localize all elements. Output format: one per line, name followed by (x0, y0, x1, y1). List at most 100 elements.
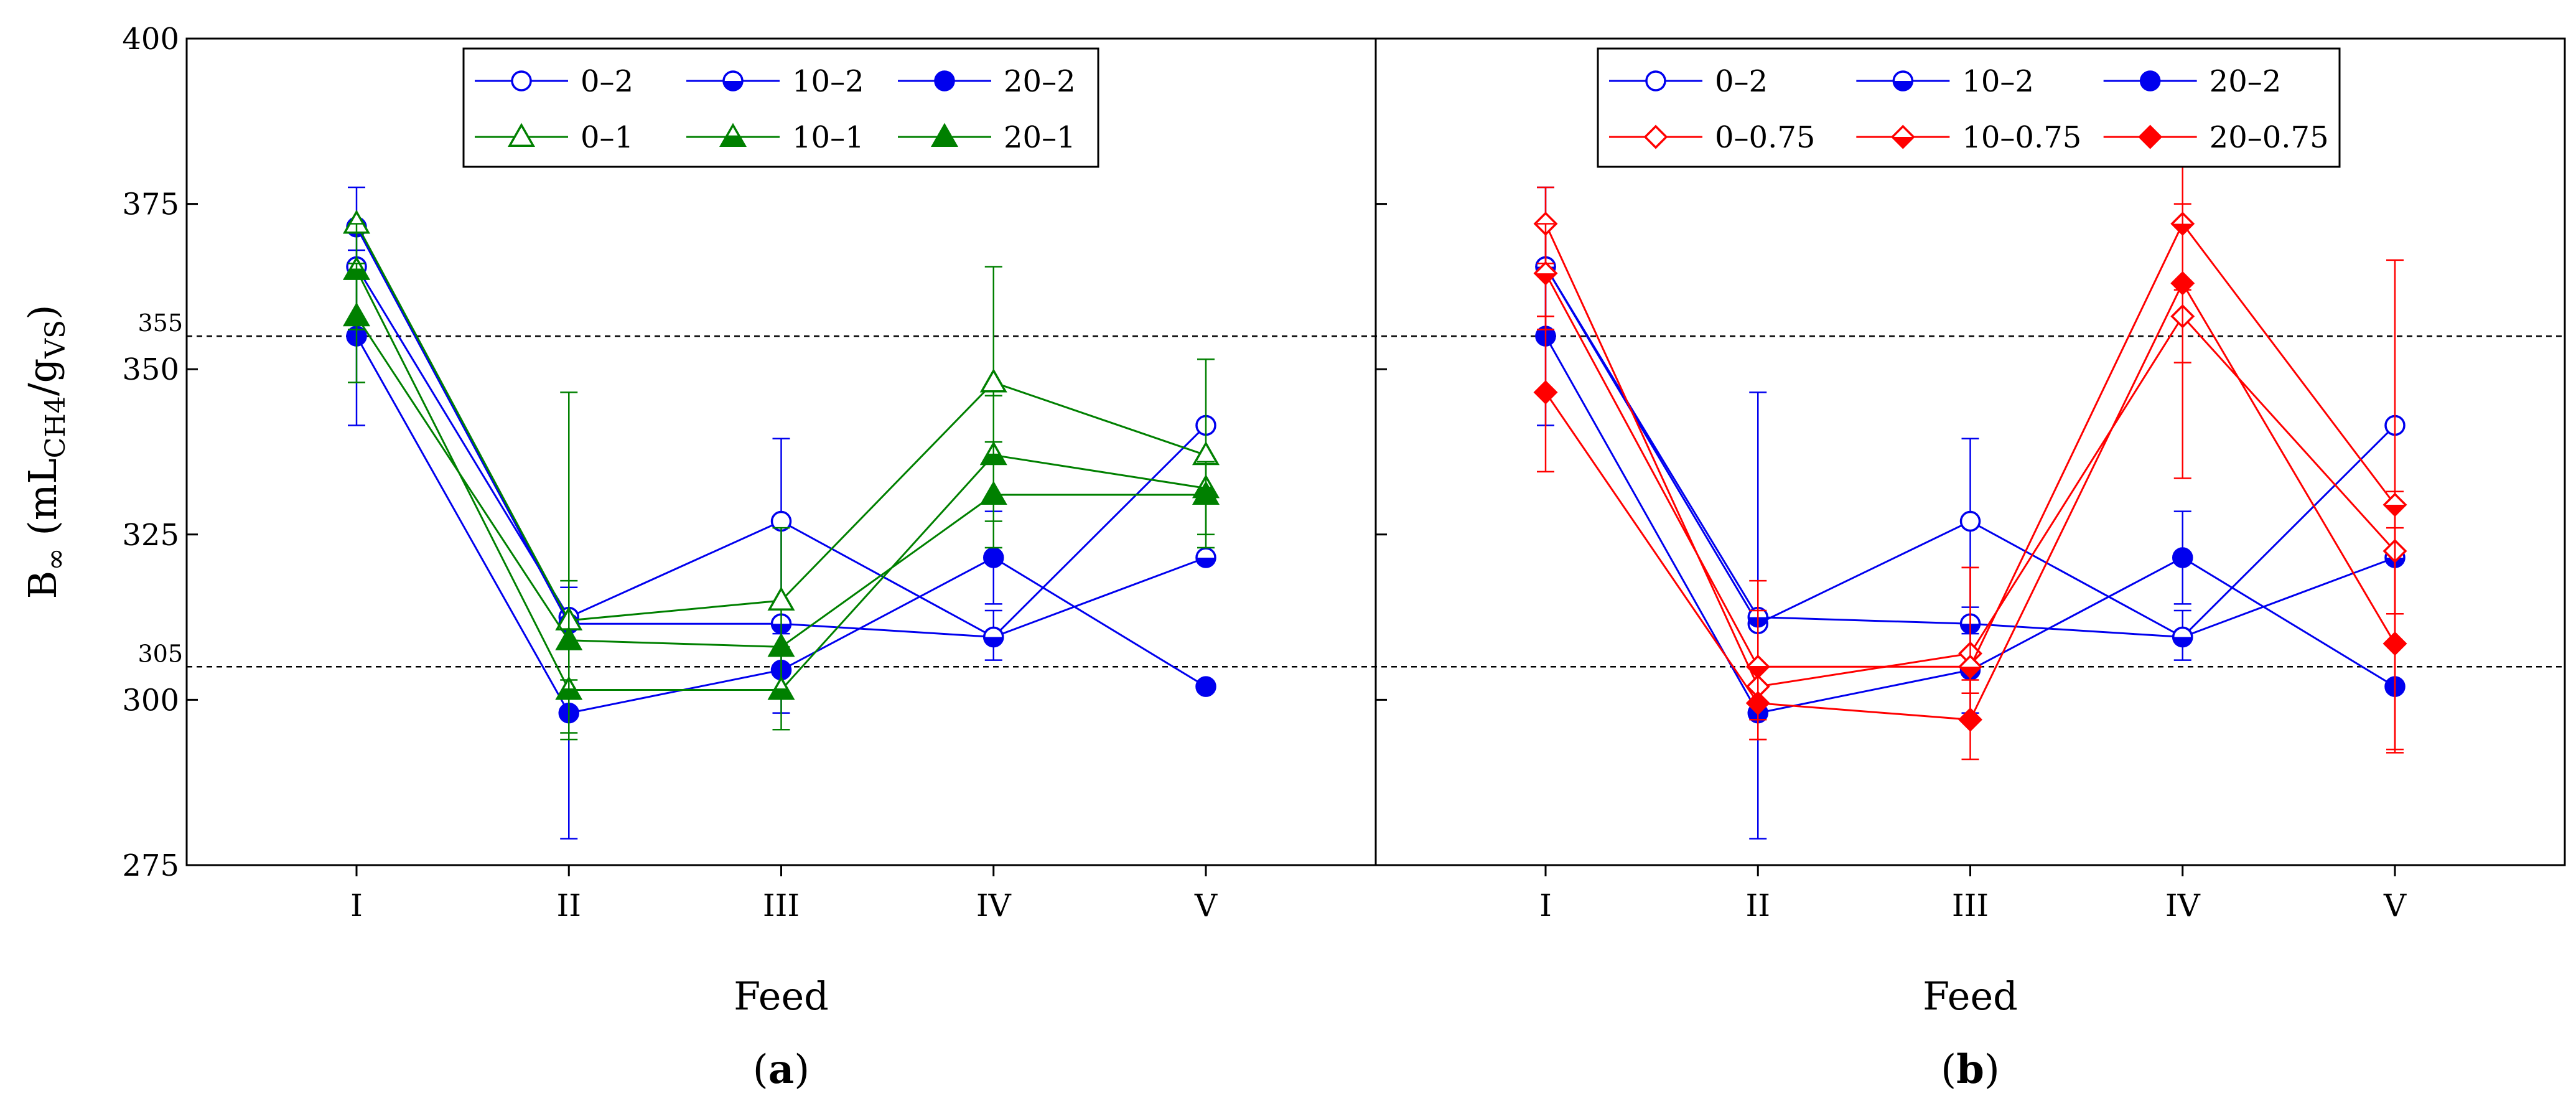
legend-item: 10–2 (686, 64, 864, 99)
marker-triangle-filled (1192, 480, 1220, 505)
marker-triangle-filled (555, 626, 583, 650)
y-axis-title-part: B (20, 571, 65, 599)
marker-half-fill (721, 135, 745, 146)
marker-circle-filled (934, 70, 955, 91)
legend-item: 0–0.75 (1609, 120, 1815, 155)
legend-item: 20–0.75 (2103, 120, 2329, 155)
legend-item: 20–1 (898, 120, 1076, 155)
marker-half-fill (2173, 637, 2192, 647)
marker-triangle-filled (979, 480, 1007, 505)
legend-label: 0–1 (581, 120, 633, 155)
y-axis: 275 300 325 350 375 400 (122, 22, 1387, 883)
y-axis-title-part: (mL (20, 458, 65, 548)
marker-triangle-open (507, 123, 536, 147)
x-tick-label: II (1745, 888, 1770, 924)
marker-diamond-filled (1958, 707, 1982, 732)
x-axis-title: Feed (1923, 973, 2018, 1019)
x-tick-label: III (1952, 888, 1989, 924)
marker-half-fill (1197, 557, 1216, 567)
marker-triangle-open (767, 586, 795, 611)
panel-label-letter: a (768, 1046, 794, 1093)
legend-label: 0–2 (1715, 64, 1768, 99)
y-tick-label: 350 (122, 352, 179, 387)
legend-item: 0–2 (1609, 64, 1768, 99)
marker-circle-filled (1195, 676, 1216, 697)
marker-half-fill (1892, 137, 1914, 148)
y-axis-title-part: /g (20, 358, 65, 396)
marker-circle-filled (2172, 547, 2193, 568)
marker-triangle-open (979, 368, 1007, 393)
marker-triangle-open (1192, 441, 1220, 466)
panel-label: (a) (753, 1046, 810, 1093)
y-tick-label: 325 (122, 518, 179, 553)
marker-half-fill (1893, 81, 1913, 90)
legend: 0–2 10–2 20–2 0–0.75 10–0.75 20–0.75 (1597, 47, 2341, 168)
marker-triangle-filled (930, 123, 959, 147)
marker-triangle-filled (767, 632, 795, 657)
marker-circle-open (511, 70, 532, 91)
marker-diamond-filled (2382, 631, 2407, 656)
marker-diamond-filled (2138, 124, 2163, 149)
panel-label-paren: ) (794, 1047, 810, 1093)
marker-diamond-filled (1745, 691, 1770, 716)
legend-item: 0–1 (475, 120, 633, 155)
marker-half-fill (1535, 273, 1556, 284)
marker-circle-open (1959, 510, 1981, 532)
legend-item: 0–2 (475, 64, 633, 99)
legend-label: 20–2 (1004, 64, 1076, 99)
marker-half-fill (769, 688, 793, 699)
y-tick-label: 275 (122, 848, 179, 883)
legend-label: 10–2 (792, 64, 864, 99)
legend-label: 10–0.75 (1962, 120, 2081, 155)
legend-box (462, 47, 1099, 168)
legend-label: 20–0.75 (2210, 120, 2329, 155)
marker-diamond-filled (1533, 380, 1558, 405)
y-axis-label: B∞ (mLCH4/gVS) (20, 305, 72, 599)
marker-half-fill (724, 81, 742, 90)
marker-circle-open (1645, 70, 1666, 91)
marker-half-fill (984, 637, 1003, 647)
legend-box (1597, 47, 2341, 168)
series-20–1 (342, 262, 1220, 741)
y-axis-title-subscript: CH4 (40, 396, 72, 458)
y-axis-title: B∞ (mLCH4/gVS) (20, 305, 72, 599)
legend-label: 10–2 (1962, 64, 2034, 99)
legend-label: 0–0.75 (1715, 120, 1815, 155)
marker-half-fill (2384, 504, 2406, 515)
panel-label-letter: b (1956, 1046, 1984, 1093)
x-tick-label: IV (2165, 888, 2201, 924)
marker-triangle-filled (342, 302, 371, 327)
y-axis-title-subscript: ∞ (40, 548, 72, 571)
x-tick-label: III (763, 888, 800, 924)
x-tick-label: V (1194, 888, 1218, 924)
y-tick-label: 300 (122, 683, 179, 718)
legend-label: 20–2 (2210, 64, 2282, 99)
y-axis-title-part: ) (20, 305, 65, 320)
reference-line-label: 305 (138, 640, 183, 667)
y-tick-label: 375 (122, 187, 179, 222)
marker-circle-filled (983, 547, 1004, 568)
marker-half-fill (1959, 667, 1981, 678)
legend-label: 10–1 (792, 120, 864, 155)
legend-item: 10–1 (686, 120, 864, 155)
marker-diamond-open (1643, 124, 1668, 149)
marker-diamond-filled (2170, 271, 2195, 296)
legend-item: 10–0.75 (1856, 120, 2081, 155)
y-axis-title-subscript: VS (40, 320, 72, 359)
x-axis-title: Feed (734, 973, 829, 1019)
reference-line-label: 355 (138, 309, 183, 337)
legend-label: 0–2 (581, 64, 633, 99)
legend-label: 20–1 (1004, 120, 1076, 155)
panel-label-paren: ) (1984, 1047, 2000, 1093)
x-tick-label: I (1539, 888, 1552, 924)
x-tick-label: I (350, 888, 363, 924)
panel-label: (b) (1941, 1046, 2000, 1093)
legend-item: 20–2 (898, 64, 1076, 99)
x-tick-label: II (556, 888, 581, 924)
legend: 0–2 10–2 20–2 0–1 10–1 20–1 (462, 47, 1099, 168)
series-10–0.75 (1533, 156, 2407, 751)
panel-label-paren: ( (753, 1047, 768, 1093)
series-20–0.75 (1533, 203, 2407, 761)
